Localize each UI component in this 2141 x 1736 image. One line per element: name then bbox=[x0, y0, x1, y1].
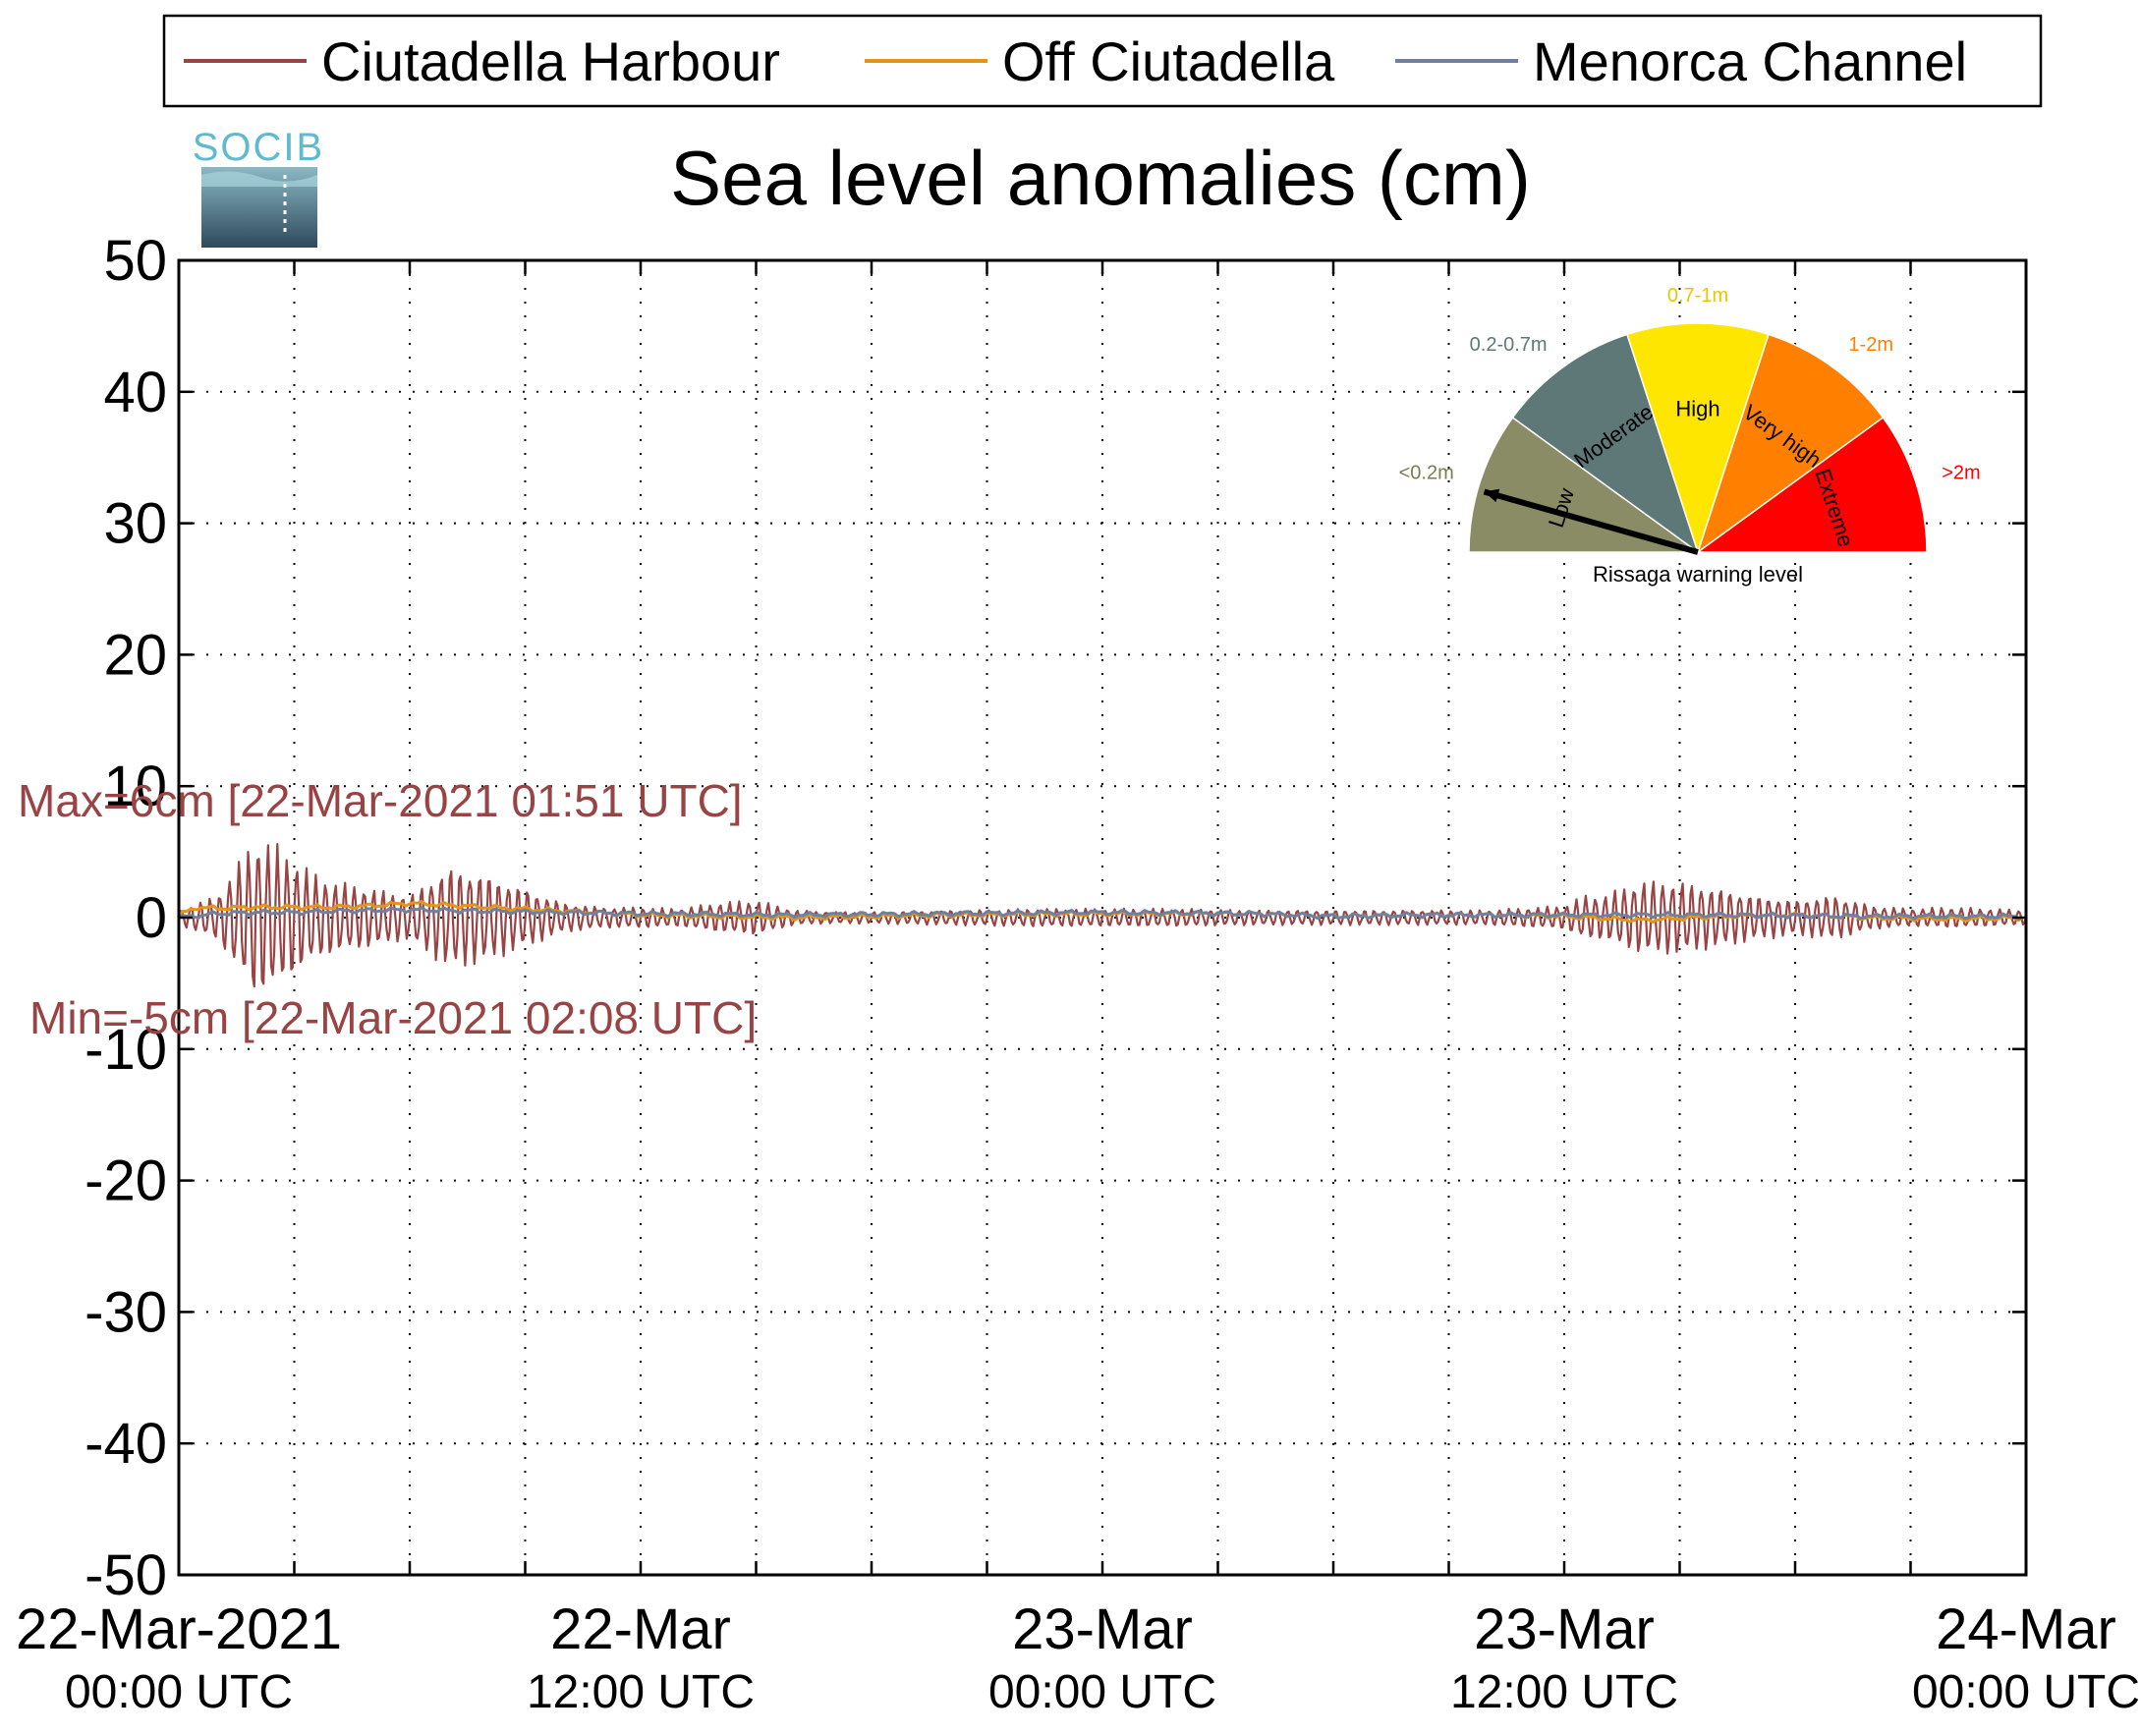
x-tick-label-time: 12:00 UTC bbox=[527, 1666, 755, 1718]
y-tick-label: -20 bbox=[85, 1149, 167, 1213]
axis-ticks bbox=[179, 258, 2026, 1577]
legend: Ciutadella Harbour Off Ciutadella Menorc… bbox=[162, 14, 2043, 108]
chart-title: Sea level anomalies (cm) bbox=[670, 135, 1531, 221]
x-tick-label-date: 24-Mar bbox=[1936, 1597, 2116, 1661]
gauge-range-very-high: 1-2m bbox=[1848, 334, 1893, 356]
gauge-range-extreme: >2m bbox=[1942, 462, 1980, 483]
y-tick-label: -30 bbox=[85, 1280, 167, 1344]
x-tick-label-date: 22-Mar bbox=[550, 1597, 731, 1661]
x-tick-label-date: 23-Mar bbox=[1474, 1597, 1655, 1661]
legend-label-off-ciutadella: Off Ciutadella bbox=[1002, 30, 1335, 92]
y-tick-label: 10 bbox=[103, 755, 167, 818]
series-line-ciutadella-harbour bbox=[177, 842, 2028, 988]
y-axis-tick-labels: 50 40 30 20 10 0 -10 -20 -30 -40 -50 bbox=[85, 229, 167, 1607]
gauge-segment-high bbox=[1626, 322, 1770, 555]
x-tick-label-date: 22-Mar-2021 bbox=[16, 1597, 342, 1661]
x-tick-label-time: 00:00 UTC bbox=[988, 1666, 1216, 1718]
x-tick-label-date: 23-Mar bbox=[1012, 1597, 1193, 1661]
gauge-label-high: High bbox=[1675, 396, 1719, 420]
x-tick-label-time: 12:00 UTC bbox=[1450, 1666, 1678, 1718]
y-tick-label: -10 bbox=[85, 1018, 167, 1082]
series-layer bbox=[177, 842, 2028, 988]
socib-logo-text: SOCIB bbox=[193, 126, 324, 169]
legend-label-menorca-channel: Menorca Channel bbox=[1533, 30, 1967, 92]
x-tick-label-time: 00:00 UTC bbox=[65, 1666, 293, 1718]
gauge-range-moderate: 0.2-0.7m bbox=[1470, 334, 1548, 356]
min-annotation: Min=-5cm [22-Mar-2021 02:08 UTC] bbox=[29, 992, 757, 1043]
y-tick-label: -50 bbox=[85, 1543, 167, 1607]
y-tick-label: 30 bbox=[103, 492, 167, 556]
y-tick-label: 50 bbox=[103, 229, 167, 293]
gauge-segment-extreme bbox=[1695, 416, 1928, 553]
gauge-caption: Rissaga warning level bbox=[1593, 562, 1803, 587]
y-tick-label: 0 bbox=[136, 886, 167, 950]
socib-logo: SOCIB bbox=[193, 126, 324, 248]
x-tick-label-time: 00:00 UTC bbox=[1912, 1666, 2140, 1718]
gauge-segment-low bbox=[1468, 416, 1701, 553]
legend-box bbox=[162, 14, 2043, 108]
gauge-needle-head bbox=[1484, 488, 1500, 503]
gauge-segment-very-high bbox=[1696, 333, 1885, 554]
y-tick-label: 40 bbox=[103, 361, 167, 424]
max-annotation: Max=6cm [22-Mar-2021 01:51 UTC] bbox=[18, 775, 743, 826]
gauge-range-low: <0.2m bbox=[1399, 462, 1454, 483]
series-line-menorca-channel bbox=[178, 906, 2023, 921]
y-tick-label: -40 bbox=[85, 1412, 167, 1476]
y-tick-label: 20 bbox=[103, 623, 167, 687]
gauge-range-high: 0.7-1m bbox=[1667, 285, 1728, 307]
gauge-needle bbox=[1483, 488, 1699, 555]
legend-label-ciutadella-harbour: Ciutadella Harbour bbox=[321, 30, 780, 92]
gauge-segment-moderate bbox=[1511, 333, 1700, 554]
